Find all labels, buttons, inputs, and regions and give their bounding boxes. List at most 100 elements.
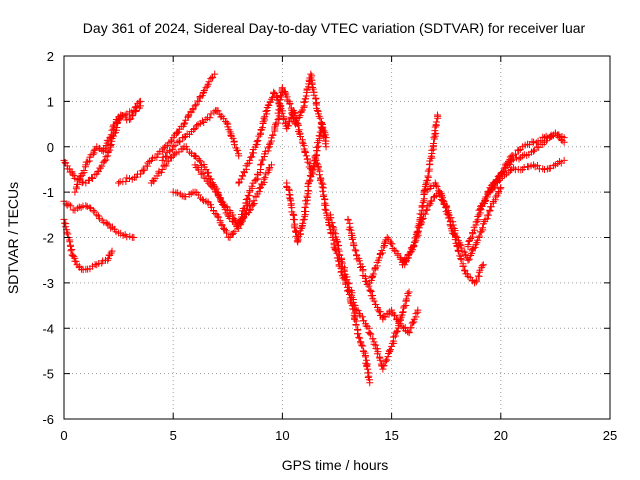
data-point — [246, 206, 254, 214]
data-point — [457, 244, 465, 252]
series-track-9 — [191, 161, 275, 228]
data-point — [432, 181, 440, 189]
data-point — [356, 310, 364, 318]
data-point — [235, 152, 243, 160]
data-point — [239, 172, 247, 180]
data-point — [257, 161, 265, 169]
data-point — [453, 234, 461, 241]
data-point — [123, 233, 131, 241]
data-point — [198, 117, 206, 125]
data-point — [172, 149, 180, 157]
data-point — [205, 179, 213, 187]
data-point — [193, 122, 201, 130]
data-point — [130, 234, 138, 241]
data-point — [259, 156, 267, 164]
data-point — [457, 256, 465, 264]
data-point — [115, 179, 123, 187]
data-point — [255, 132, 263, 140]
data-point — [292, 120, 300, 128]
data-point — [497, 175, 505, 183]
data-point — [319, 187, 327, 195]
data-point — [305, 179, 313, 187]
data-point — [205, 78, 213, 86]
data-point — [393, 328, 401, 336]
data-point — [301, 149, 309, 157]
data-point — [428, 146, 436, 154]
data-point — [127, 115, 135, 123]
data-point — [286, 100, 294, 108]
data-point — [459, 247, 467, 255]
y-tick-label: -2 — [42, 231, 54, 246]
data-point — [67, 247, 75, 255]
data-point — [257, 129, 265, 137]
data-point — [206, 114, 214, 122]
data-point — [77, 204, 85, 212]
data-point — [465, 237, 473, 245]
data-point — [298, 138, 306, 146]
data-point — [354, 307, 362, 315]
y-tick-label: 2 — [47, 49, 54, 64]
data-point — [414, 227, 422, 235]
data-point — [405, 328, 413, 336]
data-point — [544, 134, 552, 142]
data-point — [322, 143, 330, 151]
data-point — [366, 329, 374, 337]
data-point — [318, 179, 326, 187]
data-point — [328, 219, 336, 227]
data-point — [104, 256, 112, 264]
data-point — [550, 162, 558, 170]
data-point — [140, 166, 148, 174]
y-tick-label: -3 — [42, 276, 54, 291]
data-point — [197, 170, 205, 178]
data-point — [136, 97, 144, 105]
data-point — [316, 114, 324, 122]
data-point — [74, 204, 82, 212]
data-point — [223, 203, 231, 211]
data-point — [295, 126, 303, 134]
data-point — [492, 193, 500, 201]
data-point — [315, 132, 323, 140]
data-point — [519, 152, 527, 160]
data-point — [348, 236, 356, 244]
data-point — [367, 330, 375, 338]
ticks: 0 5 10 15 20 25 -6 -5 -4 -3 -2 -1 0 1 2 — [42, 49, 617, 443]
data-point — [383, 234, 391, 241]
data-point — [391, 311, 399, 319]
data-point — [369, 272, 377, 280]
data-point — [378, 247, 386, 255]
series-track-20 — [475, 129, 568, 214]
data-point — [380, 243, 388, 251]
data-point — [352, 321, 360, 329]
data-point — [243, 195, 251, 203]
data-point — [211, 183, 219, 191]
data-point — [452, 232, 460, 240]
data-point — [485, 189, 493, 197]
data-point — [105, 137, 113, 145]
data-point — [223, 229, 231, 237]
data-point — [432, 118, 440, 126]
data-point — [399, 261, 407, 269]
data-point — [365, 328, 373, 336]
data-point — [297, 107, 305, 115]
data-point — [108, 126, 116, 134]
data-point — [192, 101, 200, 109]
data-point — [430, 133, 438, 141]
data-point — [88, 174, 96, 182]
data-point — [465, 255, 473, 263]
data-point — [207, 110, 215, 118]
data-point — [383, 356, 391, 364]
data-point — [430, 139, 438, 147]
data-point — [388, 240, 396, 248]
data-point — [241, 210, 249, 218]
data-point — [502, 163, 510, 171]
series-track-3 — [60, 215, 116, 274]
data-point — [199, 196, 207, 204]
data-point — [309, 84, 317, 92]
data-point — [86, 204, 94, 212]
data-point — [175, 128, 183, 136]
data-point — [80, 167, 88, 175]
data-point — [357, 341, 365, 349]
data-point — [409, 246, 417, 254]
data-point — [274, 116, 282, 124]
